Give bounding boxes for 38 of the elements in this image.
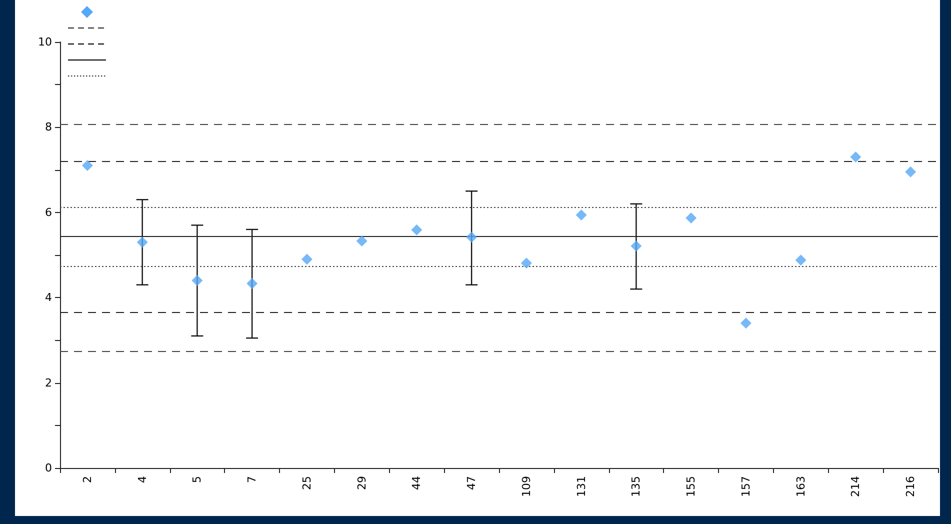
- x-tick-label: 163: [794, 476, 808, 497]
- x-tick-label: 4: [136, 476, 149, 483]
- y-tick-label: 4: [45, 291, 52, 304]
- point: [356, 235, 368, 246]
- x-tick-label: 47: [465, 476, 478, 490]
- point: [576, 209, 587, 220]
- point: [520, 258, 532, 269]
- x-tick-label: 109: [520, 476, 533, 497]
- x-tick-label: 2: [80, 476, 94, 483]
- y-tick-label: 2: [45, 376, 52, 390]
- point: [466, 232, 478, 243]
- x-tick-label: 5: [190, 476, 204, 483]
- point: [850, 152, 862, 163]
- point: [411, 224, 422, 236]
- point: [246, 278, 258, 290]
- x-tick-label: 216: [904, 476, 918, 497]
- x-tick-label: 44: [410, 476, 424, 490]
- x-tick-label: 157: [739, 476, 752, 497]
- x-tick-label: 7: [246, 476, 259, 483]
- x-tick-label: 135: [630, 476, 643, 497]
- point: [136, 236, 148, 248]
- point: [192, 275, 203, 286]
- x-tick-label: 29: [355, 476, 368, 490]
- x-tick-label: 155: [684, 476, 698, 497]
- y-tick-label: 6: [45, 206, 52, 219]
- point: [740, 318, 752, 329]
- point: [905, 166, 916, 178]
- x-tick-label: 25: [300, 476, 314, 490]
- point: [630, 240, 642, 252]
- point: [686, 212, 697, 224]
- y-tick-label: 0: [45, 462, 52, 474]
- point: [795, 254, 806, 266]
- point: [301, 254, 312, 265]
- y-tick-label: 8: [45, 120, 52, 134]
- x-tick-label: 214: [849, 476, 862, 497]
- point: [82, 160, 93, 172]
- y-tick-label: 10: [38, 36, 52, 48]
- x-tick-label: 131: [574, 476, 588, 497]
